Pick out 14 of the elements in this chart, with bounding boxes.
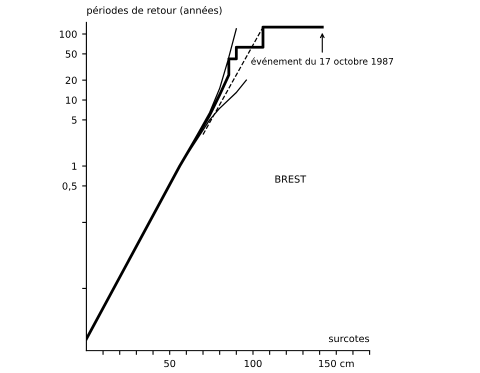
y-tick-label: 1 [72, 162, 76, 170]
y-tick-label: 100 [60, 30, 77, 38]
y-tick-label: 50 [66, 50, 77, 58]
x-axis-title: surcotes [328, 335, 370, 342]
annotation: événement du 17 octobre 1987 [251, 57, 394, 65]
x-tick-label: 150 cm [319, 360, 354, 368]
y-tick-label: 10 [66, 96, 77, 104]
y-tick-label: 0,5 [62, 182, 77, 191]
annotation: BREST [275, 175, 306, 183]
y-tick-label: 5 [72, 116, 77, 124]
y-axis-title: périodes de retour (années) [87, 6, 222, 16]
y-tick-label: 20 [66, 76, 77, 84]
x-tick-label: 50 [164, 360, 176, 368]
x-tick-label: 100 [244, 360, 262, 368]
